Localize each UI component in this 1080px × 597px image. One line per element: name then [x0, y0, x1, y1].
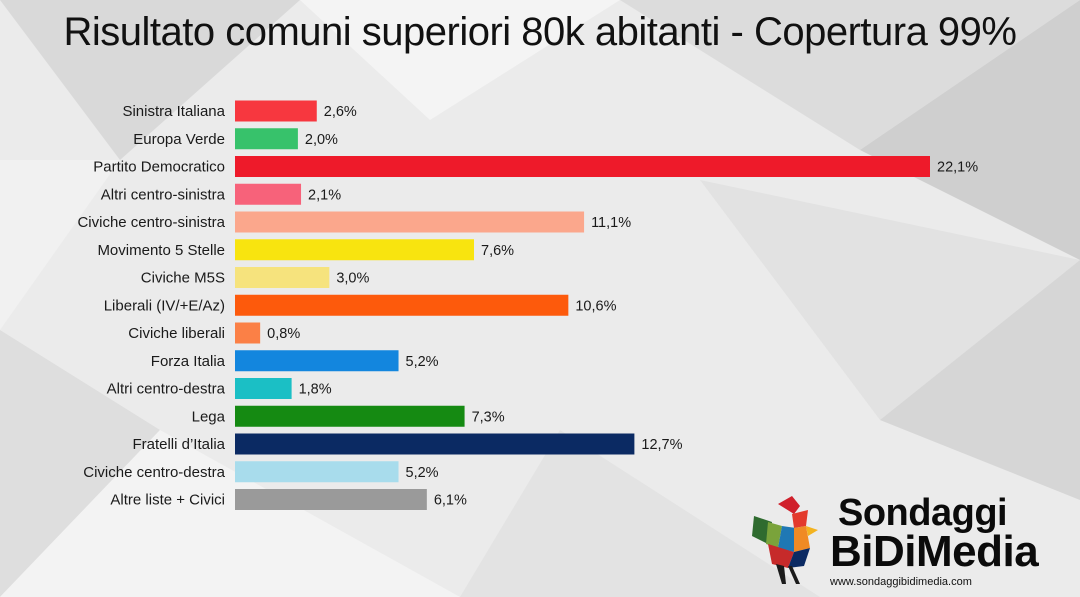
category-label: Fratelli d’Italia: [132, 436, 225, 453]
category-label: Sinistra Italiana: [122, 103, 225, 120]
brand-logo: Sondaggi BiDiMedia www.sondaggibidimedia…: [748, 492, 1078, 592]
bar: [235, 211, 585, 233]
category-label: Civiche liberali: [128, 325, 225, 342]
bar: [235, 239, 475, 261]
value-label: 22,1%: [937, 160, 978, 176]
bar: [235, 405, 465, 427]
value-label: 2,0%: [305, 132, 338, 148]
category-label: Altre liste + Civici: [110, 492, 225, 509]
category-label: Liberali (IV/+E/Az): [104, 297, 225, 314]
chart-title: Risultato comuni superiori 80k abitanti …: [63, 10, 1018, 54]
brand-name-line1: Sondaggi: [838, 492, 1008, 534]
rooster-icon: [752, 496, 818, 584]
category-label: Forza Italia: [151, 353, 226, 370]
value-label: 6,1%: [434, 493, 467, 509]
brand-url: www.sondaggibidimedia.com: [830, 576, 972, 588]
value-label: 10,6%: [575, 298, 616, 314]
bar: [235, 156, 930, 177]
value-label: 0,8%: [267, 326, 300, 342]
bar: [235, 128, 298, 150]
bar: [235, 461, 399, 483]
value-label: 3,0%: [336, 271, 369, 287]
value-label: 5,2%: [406, 354, 439, 370]
category-label: Civiche centro-destra: [83, 464, 225, 481]
category-label: Civiche M5S: [141, 270, 225, 287]
value-label: 7,3%: [472, 409, 505, 425]
value-label: 7,6%: [481, 243, 514, 259]
bar: [235, 267, 330, 288]
category-label: Lega: [192, 408, 226, 425]
bar: [235, 322, 261, 344]
value-label: 11,1%: [591, 215, 631, 231]
value-label: 5,2%: [406, 465, 439, 481]
value-label: 2,6%: [324, 104, 357, 120]
value-label: 2,1%: [308, 187, 341, 203]
category-label: Altri centro-destra: [107, 381, 226, 398]
category-label: Civiche centro-sinistra: [77, 214, 225, 231]
bar: [235, 350, 399, 372]
bar: [235, 294, 569, 316]
category-label: Europa Verde: [133, 131, 225, 148]
brand-name-line2: BiDiMedia: [830, 527, 1039, 576]
bar: [235, 378, 292, 399]
category-label: Partito Democratico: [93, 159, 225, 176]
bar: [235, 100, 317, 122]
value-label: 1,8%: [299, 382, 332, 398]
bar: [235, 433, 635, 455]
bar: [235, 489, 427, 510]
category-label: Altri centro-sinistra: [101, 186, 226, 203]
value-label: 12,7%: [641, 437, 682, 453]
bar: [235, 183, 302, 205]
category-label: Movimento 5 Stelle: [97, 242, 225, 259]
